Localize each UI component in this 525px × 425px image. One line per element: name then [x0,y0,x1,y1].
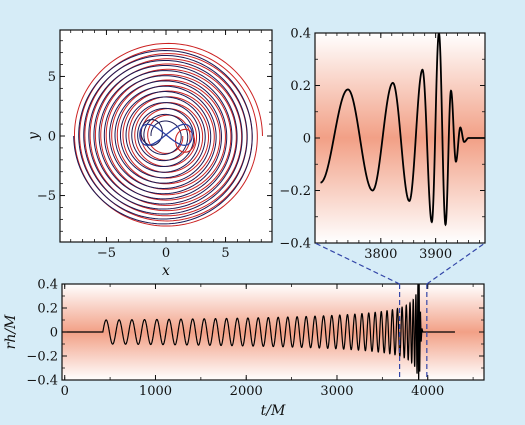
orbit-curves [73,42,263,227]
full-xtick-label: 2000 [230,384,263,399]
orbit-xtick-label: 0 [162,246,170,261]
full-ticks: 0 1000 2000 3000 4000 −0.4 −0.2 0 0.2 0.4 [26,278,484,399]
orbit-xtick-label: 5 [221,246,229,261]
full-ytick-label: 0.4 [37,278,58,293]
orbit-inner-loop-2 [174,128,196,153]
orbit-remnant-curve [139,123,193,146]
zoom-ytick-label: 0.2 [290,79,311,94]
orbit-ylabel: y [26,131,42,141]
zoom-xtick-label: 3800 [364,247,397,262]
orbit-series-2-line [73,50,253,225]
zoom-connectors [314,242,486,380]
full-xtick-label: 0 [61,384,69,399]
orbit-ytick-label: 5 [48,70,56,85]
full-xlabel: t/M [261,403,286,419]
full-ytick-label: 0 [50,326,58,341]
orbit-xtick-label: −5 [97,246,116,261]
orbit-xlabel: x [162,263,170,279]
zoom-ytick-label: 0 [303,132,311,147]
zoom-ytick-label: −0.2 [279,184,311,199]
full-ytick-label: 0.2 [37,302,58,317]
orbit-panel: −5 0 5 −5 0 5 x y [26,29,273,279]
zoom-ticks: 3800 3900 −0.4 −0.2 0 0.2 0.4 [279,27,485,262]
zoom-xtick-label: 3900 [419,247,452,262]
full-xtick-label: 1000 [139,384,172,399]
orbit-ytick-label: 0 [48,130,56,145]
full-ytick-label: −0.4 [26,374,58,389]
zoom-panel: 3800 3900 −0.4 −0.2 0 0.2 0.4 [279,27,486,262]
zoom-ytick-label: −0.4 [279,237,311,252]
full-xtick-label: 3000 [320,384,353,399]
zoom-connector-right [426,242,486,285]
full-panel: 0 1000 2000 3000 4000 −0.4 −0.2 0 0.2 0.4 t/M rh/… [3,278,485,419]
full-xtick-label: 4000 [411,384,444,399]
orbit-ticks: −5 0 5 −5 0 5 [37,30,272,261]
full-ylabel: rh/M [3,314,19,349]
full-ytick-label: −0.2 [26,350,58,365]
zoom-ytick-label: 0.4 [290,27,311,42]
zoom-waveform-line [320,33,485,227]
orbit-ytick-label: −5 [37,189,56,204]
full-waveform-line [62,284,455,380]
